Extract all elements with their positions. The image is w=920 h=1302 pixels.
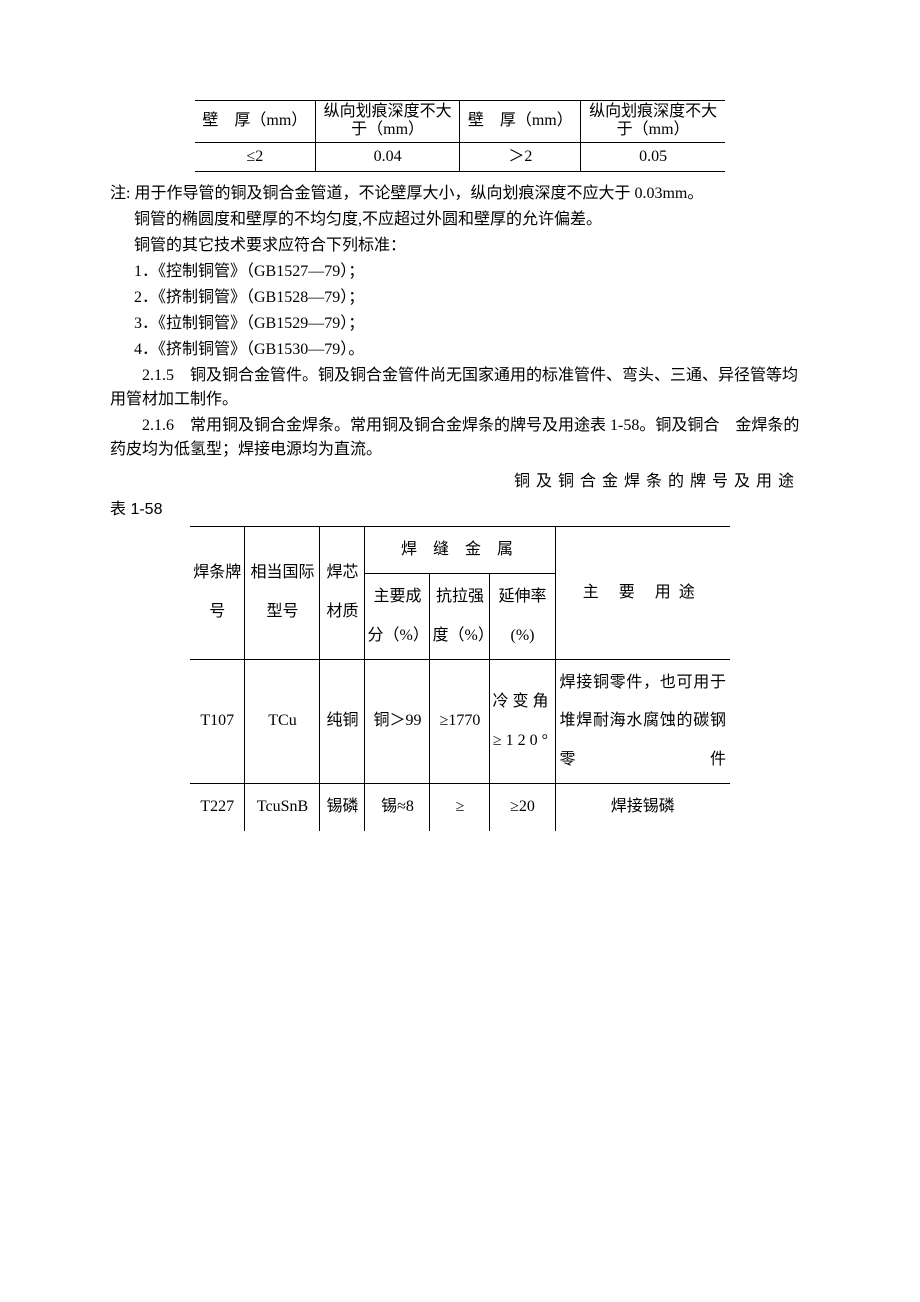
t2-h-c6: 延伸率(%) xyxy=(490,574,555,660)
t1-h3: 壁 厚（mm） xyxy=(460,101,581,143)
para-216: 2.1.6 常用铜及铜合金焊条。常用铜及铜合金焊条的牌号及用途表 1-58。铜及… xyxy=(110,414,810,462)
scratch-depth-table: 壁 厚（mm） 纵向划痕深度不大于（mm） 壁 厚（mm） 纵向划痕深度不大于（… xyxy=(195,100,725,172)
t1-c3: ＞2 xyxy=(460,142,581,171)
t1-c4: 0.05 xyxy=(581,142,725,171)
t1-c1: ≤2 xyxy=(195,142,315,171)
electrode-table: 焊条牌号 相当国际型号 焊芯材质 焊 缝 金 属 主 要 用途 主要成分（%） … xyxy=(190,526,730,831)
t2-h-c3: 焊芯材质 xyxy=(320,526,365,659)
t2-r0-c2: TCu xyxy=(245,659,320,783)
t2-h-group: 焊 缝 金 属 xyxy=(365,526,555,573)
t2-r0-c4: 铜＞99 xyxy=(365,659,430,783)
t2-r1-c1: T227 xyxy=(190,784,245,831)
t2-r0-c6: 冷变角≥120° xyxy=(490,659,555,783)
para-ovality: 铜管的椭圆度和壁厚的不均匀度,不应超过外圆和壁厚的允许偏差。 xyxy=(110,208,810,232)
std-item-4: 4．《挤制铜管》（GB1530—79）。 xyxy=(110,338,810,362)
table-row: T227 TcuSnB 锡磷 锡≈8 ≥ ≥20 焊接锡磷 xyxy=(190,784,730,831)
t2-r1-c7: 焊接锡磷 xyxy=(555,784,730,831)
t2-r1-c5: ≥ xyxy=(430,784,490,831)
t2-r0-c1: T107 xyxy=(190,659,245,783)
t1-h1: 壁 厚（mm） xyxy=(195,101,315,143)
t2-h-c4: 主要成分（%） xyxy=(365,574,430,660)
t2-r1-c4: 锡≈8 xyxy=(365,784,430,831)
t2-h-c5: 抗拉强度（%） xyxy=(430,574,490,660)
std-item-3: 3．《拉制铜管》（GB1529—79）； xyxy=(110,312,810,336)
t2-h-c1: 焊条牌号 xyxy=(190,526,245,659)
t2-r0-c7: 焊接铜零件，也可用于堆焊耐海水腐蚀的碳钢零件 xyxy=(555,659,730,783)
para-215: 2.1.5 铜及铜合金管件。铜及铜合金管件尚无国家通用的标准管件、弯头、三通、异… xyxy=(110,364,810,412)
table-row: T107 TCu 纯铜 铜＞99 ≥1770 冷变角≥120° 焊接铜零件，也可… xyxy=(190,659,730,783)
t2-r1-c2: TcuSnB xyxy=(245,784,320,831)
t2-r1-c3: 锡磷 xyxy=(320,784,365,831)
para-standards-intro: 铜管的其它技术要求应符合下列标准： xyxy=(110,234,810,258)
t2-r0-c5: ≥1770 xyxy=(430,659,490,783)
std-item-2: 2．《挤制铜管》（GB1528—79）； xyxy=(110,286,810,310)
t2-r0-c3: 纯铜 xyxy=(320,659,365,783)
t2-h-c2: 相当国际型号 xyxy=(245,526,320,659)
table2-title: 铜及铜合金焊条的牌号及用途 xyxy=(110,470,810,494)
t1-h2: 纵向划痕深度不大于（mm） xyxy=(315,101,460,143)
std-item-1: 1．《控制铜管》（GB1527—79）； xyxy=(110,260,810,284)
t2-r1-c6: ≥20 xyxy=(490,784,555,831)
t1-h4: 纵向划痕深度不大于（mm） xyxy=(581,101,725,143)
t1-c2: 0.04 xyxy=(315,142,460,171)
note-text: 注: 用于作导管的铜及铜合金管道，不论壁厚大小，纵向划痕深度不应大于 0.03m… xyxy=(110,182,810,206)
t2-h-c7: 主 要 用途 xyxy=(555,526,730,659)
table2-label: 表 1-58 xyxy=(110,498,810,522)
